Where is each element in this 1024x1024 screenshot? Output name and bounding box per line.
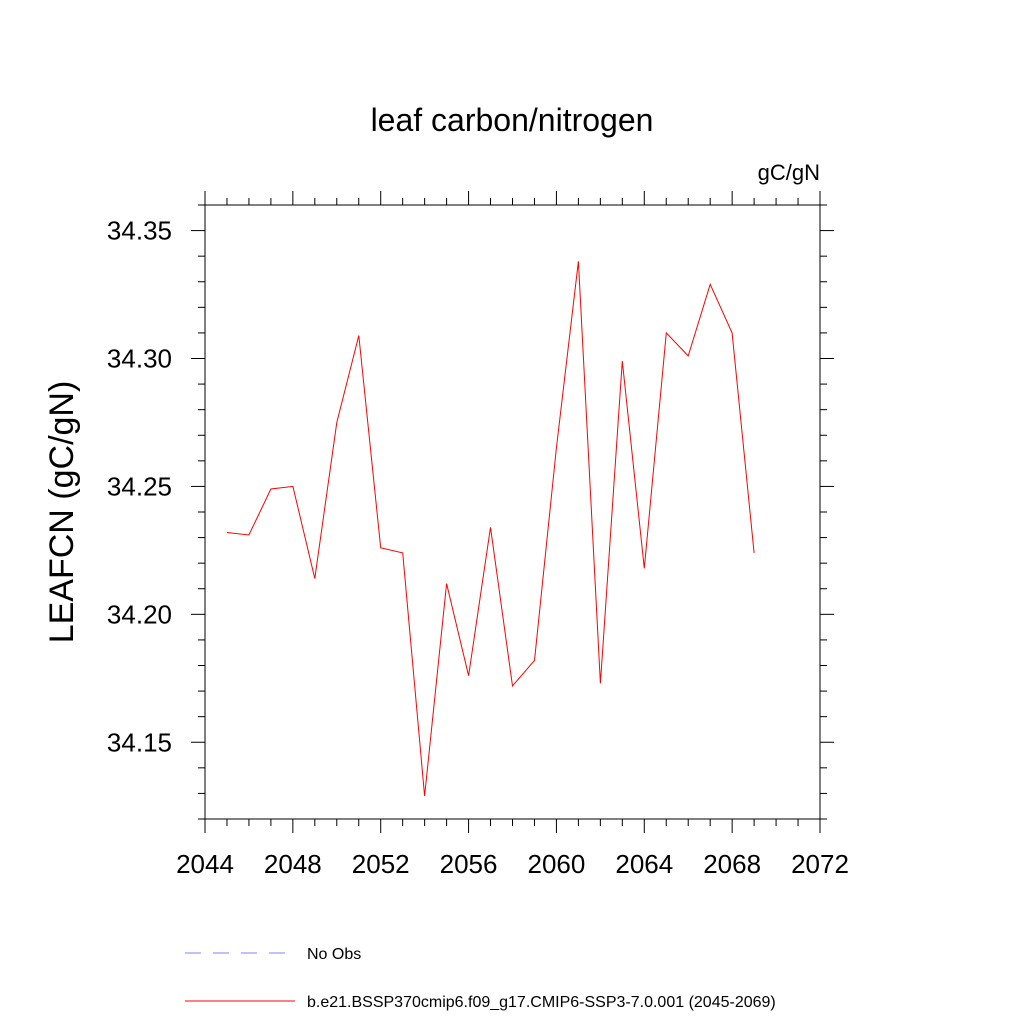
data-point — [731, 332, 733, 334]
legend-label-series: b.e21.BSSP370cmip6.f09_g17.CMIP6-SSP3-7.… — [307, 994, 776, 1011]
y-tick-label: 34.20 — [107, 599, 172, 629]
series-layer — [226, 260, 755, 797]
data-point — [489, 526, 491, 528]
data-point — [336, 421, 338, 423]
data-point — [292, 485, 294, 487]
data-point — [380, 547, 382, 549]
data-point — [599, 682, 601, 684]
y-tick-label: 34.15 — [107, 727, 172, 757]
x-tick-label: 2044 — [176, 849, 234, 879]
series-line — [226, 261, 755, 797]
y-tick-label: 34.35 — [107, 216, 172, 246]
x-tick-label: 2056 — [440, 849, 498, 879]
x-tick-label: 2072 — [791, 849, 849, 879]
legend: No Obs b.e21.BSSP370cmip6.f09_g17.CMIP6-… — [185, 946, 776, 1011]
data-point — [445, 582, 447, 584]
y-tick-label: 34.30 — [107, 344, 172, 374]
axis-ticks — [191, 191, 834, 833]
data-point — [226, 531, 228, 533]
y-axis-label: LEAFCN (gC/gN) — [43, 381, 81, 644]
data-point — [314, 577, 316, 579]
data-point — [577, 260, 579, 262]
chart-title: leaf carbon/nitrogen — [371, 102, 654, 138]
legend-label-no-obs: No Obs — [307, 946, 361, 963]
data-point — [643, 567, 645, 569]
data-point — [709, 283, 711, 285]
plot-frame — [204, 204, 821, 820]
x-tick-label: 2052 — [352, 849, 410, 879]
data-point — [555, 447, 557, 449]
data-point — [665, 332, 667, 334]
data-point — [511, 685, 513, 687]
x-tick-label: 2064 — [615, 849, 673, 879]
tick-labels: 2044 2048 2052 2056 2060 2064 2068 2072 34.15 34.… — [107, 216, 849, 879]
data-point — [687, 355, 689, 357]
data-point — [621, 360, 623, 362]
data-point — [467, 675, 469, 677]
data-point — [753, 552, 755, 554]
x-tick-label: 2060 — [528, 849, 586, 879]
y-tick-label: 34.25 — [107, 471, 172, 501]
data-point — [270, 488, 272, 490]
x-tick-label: 2068 — [703, 849, 761, 879]
data-point — [423, 795, 425, 797]
units-label: gC/gN — [758, 160, 820, 185]
data-point — [533, 659, 535, 661]
data-point — [248, 534, 250, 536]
data-point — [401, 552, 403, 554]
x-tick-label: 2048 — [264, 849, 322, 879]
data-point — [358, 334, 360, 336]
